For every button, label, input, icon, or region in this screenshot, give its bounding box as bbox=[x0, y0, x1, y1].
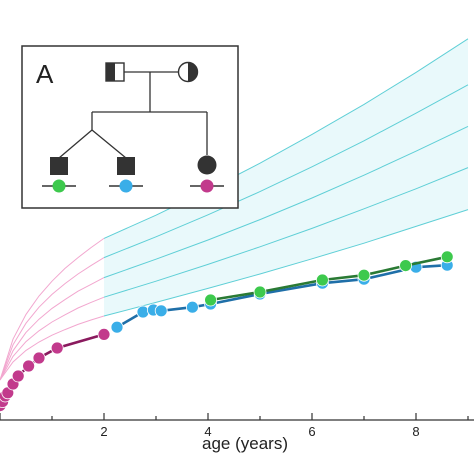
x-tick-label: 4 bbox=[204, 424, 211, 439]
reference-bands bbox=[0, 38, 469, 381]
data-point bbox=[22, 359, 36, 373]
band-curve-0-3 bbox=[0, 257, 105, 381]
band-curve-0-0 bbox=[0, 315, 105, 381]
twin-line-right bbox=[91, 129, 127, 159]
data-point bbox=[11, 369, 25, 383]
data-point bbox=[97, 327, 111, 341]
x-tick-label: 8 bbox=[412, 424, 419, 439]
data-point bbox=[204, 293, 218, 307]
data-point bbox=[357, 268, 371, 282]
data-point bbox=[253, 285, 267, 299]
band-curve-0-1 bbox=[0, 296, 105, 381]
band-curve-1-3 bbox=[103, 84, 469, 259]
panel-label: A bbox=[36, 59, 54, 89]
mother-half-fill bbox=[188, 62, 198, 82]
data-point bbox=[154, 304, 168, 318]
band-curve-0-4 bbox=[0, 237, 105, 381]
band-curve-1-0 bbox=[103, 209, 469, 317]
data-point bbox=[32, 351, 46, 365]
data-point bbox=[136, 305, 150, 319]
data-point bbox=[110, 320, 124, 334]
x-tick-label: 2 bbox=[100, 424, 107, 439]
x-axis-title: age (years) bbox=[202, 434, 288, 453]
data-series bbox=[0, 250, 454, 412]
x-axis: 2 4 6 8 bbox=[0, 413, 474, 439]
child-marker-1 bbox=[119, 179, 133, 193]
band-curve-1-1 bbox=[103, 167, 469, 298]
father-half-fill bbox=[106, 63, 115, 81]
band-curve-1-4 bbox=[103, 38, 469, 239]
data-point bbox=[50, 341, 64, 355]
twin-line-left bbox=[58, 129, 93, 159]
data-point bbox=[315, 273, 329, 287]
band-curve-1-2 bbox=[103, 125, 469, 279]
data-point bbox=[185, 300, 199, 314]
child-marker-0 bbox=[52, 179, 66, 193]
band-curve-0-2 bbox=[0, 277, 105, 381]
child-symbol-0 bbox=[50, 157, 68, 175]
pedigree-inset: A bbox=[21, 45, 239, 209]
child-symbol-2 bbox=[197, 155, 217, 175]
band-fill-1 bbox=[104, 38, 468, 317]
series-line-2 bbox=[210, 255, 448, 302]
child-marker-2 bbox=[200, 179, 214, 193]
x-tick-label: 6 bbox=[308, 424, 315, 439]
data-point bbox=[399, 259, 413, 273]
data-point bbox=[440, 250, 454, 264]
child-symbol-1 bbox=[117, 157, 135, 175]
